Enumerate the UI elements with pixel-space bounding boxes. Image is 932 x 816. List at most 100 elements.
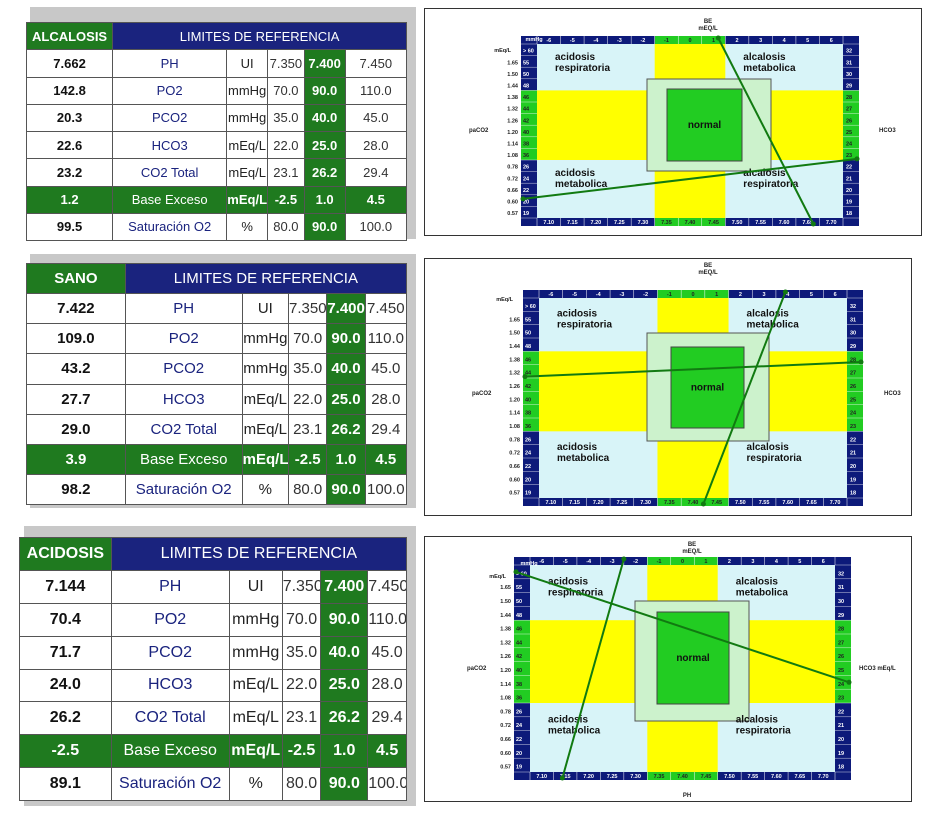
be-tick-label: 5 (798, 559, 801, 565)
paco2-point (520, 196, 526, 202)
zone-label: alcalosis (736, 576, 779, 587)
upper-limit: 4.5 (344, 185, 408, 214)
unit-label: UI (228, 569, 283, 604)
table-row: 99.5 Saturación O2% 80.0 90.0 100.0 (25, 212, 408, 242)
normal-value: 90.0 (303, 76, 346, 105)
normal-zone (656, 611, 730, 705)
paco2-tick-label: 22 (525, 464, 531, 470)
be-tick-label: -1 (664, 38, 669, 44)
upper-limit: 100.0 (364, 473, 408, 506)
lower-limit: 22.0 (267, 130, 305, 160)
paco2-tick-label: 20 (516, 751, 522, 757)
ph-tick-label: 7.25 (607, 774, 618, 780)
normal-value: 90.0 (326, 473, 366, 506)
factor-tick-label: 1.38 (507, 95, 518, 101)
upper-limit: 4.5 (367, 734, 407, 769)
ph-tick-label: 7.25 (614, 220, 625, 226)
hco3-tick-label: 32 (838, 571, 844, 577)
paco2-axis-title: paCO2 (469, 128, 489, 134)
measured-value: 23.2 (25, 158, 114, 187)
factor-tick-label: 0.60 (500, 751, 511, 757)
hco3-tick-label: 31 (846, 60, 852, 66)
ph-tick-label: 7.20 (593, 500, 604, 506)
measured-value: 142.8 (25, 76, 114, 105)
normal-value: 40.0 (303, 103, 346, 133)
measured-value: 1.2 (25, 185, 114, 214)
factor-tick-label: 0.60 (509, 477, 520, 483)
parameter-name: CO2 Total (110, 701, 230, 736)
upper-limit: 100.0 (344, 212, 408, 242)
be-tick-label: 6 (834, 292, 837, 298)
be-tick-label: -6 (546, 38, 551, 44)
lower-limit: 80.0 (281, 767, 322, 801)
ph-tick-label: 7.70 (818, 774, 829, 780)
ph-tick-label: 7.55 (748, 774, 759, 780)
lower-limit: 7.350 (288, 293, 328, 325)
meql-label: mEq/L (489, 574, 506, 580)
factor-tick-label: 1.14 (500, 682, 512, 688)
normal-value: 40.0 (320, 635, 369, 670)
table-row: 1.2 Base Exceso mEq/L -2.5 1.0 4.5 (25, 185, 408, 214)
parameter-name: PH (124, 293, 243, 325)
lower-limit: 22.0 (288, 383, 328, 415)
zone-label: respiratoria (736, 725, 791, 736)
unit-label: mmHg (226, 103, 269, 133)
table-row: 70.4 PO2 mmHg 70.0 90.0 110.0 (19, 602, 407, 637)
measured-value: 43.2 (26, 353, 126, 385)
be-tick-label: 1 (712, 38, 715, 44)
paco2-tick-label: 44 (523, 107, 530, 113)
diagram-svg-sano: -6 -5 -4 -3 -2 -1 0 1 2 3 4 5 67.10 7.15 7.20 7.25 7.30 7… (472, 263, 901, 507)
be-axis-unit: mEQ/L (698, 270, 718, 276)
normal-value: 90.0 (320, 602, 369, 637)
upper-limit: 28.0 (364, 383, 408, 415)
measured-value: 20.3 (25, 103, 114, 133)
be-tick-label: 4 (775, 559, 779, 565)
hco3-point (846, 679, 852, 685)
be-tick-label: 0 (691, 292, 694, 298)
be-tick-label: 2 (736, 38, 739, 44)
table-row: 22.6 HCO3 mEq/L 22.0 25.0 28.0 (25, 130, 408, 160)
hco3-tick-label: 19 (850, 477, 856, 483)
be-tick-label: -4 (586, 559, 592, 565)
zone-label: respiratoria (743, 179, 798, 190)
parameter-name: PO2 (112, 76, 228, 105)
lower-limit: -2.5 (267, 185, 305, 214)
normal-value: 25.0 (303, 130, 346, 160)
parameter-name: PCO2 (112, 103, 228, 133)
paco2-tick-label: 50 (516, 599, 522, 605)
normal-value: 25.0 (326, 383, 366, 415)
table-row: 109.0 PO2 mmHg 70.0 90.0 110.0 (26, 323, 408, 355)
acid-base-diagram-sano: -6 -5 -4 -3 -2 -1 0 1 2 3 4 5 6 7.10 7.15 7.20 7.25 7.30 7… (424, 258, 912, 516)
factor-tick-label: 1.65 (509, 317, 520, 323)
paco2-tick-label: 48 (525, 344, 531, 350)
measured-value: 7.662 (25, 49, 114, 78)
be-tick-label: 0 (688, 38, 691, 44)
hco3-axis-title: HCO3 (879, 128, 896, 134)
paco2-tick-label: 55 (525, 317, 531, 323)
upper-limit: 28.0 (367, 668, 407, 703)
factor-tick-label: 1.14 (509, 411, 521, 417)
paco2-tick-label: 19 (516, 765, 522, 771)
paco2-tick-label: 44 (525, 371, 532, 377)
upper-limit: 110.0 (367, 602, 407, 637)
upper-limit: 45.0 (344, 103, 408, 133)
be-point (715, 35, 721, 41)
zone-label: alcalosis (736, 714, 779, 725)
upper-limit: 45.0 (367, 635, 407, 670)
upper-limit: 100.0 (367, 767, 407, 801)
paco2-hco3-line (515, 570, 850, 684)
lower-limit: 23.1 (281, 701, 322, 736)
lower-limit: 35.0 (267, 103, 305, 133)
factor-tick-label: 0.78 (507, 165, 518, 171)
be-tick-label: 3 (759, 38, 762, 44)
hco3-tick-label: 22 (850, 437, 856, 443)
be-tick-label: 1 (704, 559, 707, 565)
hco3-tick-label: 23 (846, 153, 852, 159)
hco3-tick-label: 27 (838, 640, 844, 646)
table-row: 24.0 HCO3 mEq/L 22.0 25.0 28.0 (19, 668, 407, 703)
factor-tick-label: 1.65 (507, 60, 518, 66)
paco2-tick-label: 50 (523, 72, 529, 78)
hco3-tick-label: 30 (850, 331, 856, 337)
ph-tick-label: 7.15 (560, 774, 571, 780)
table-row: 29.0 CO2 Total mEq/L 23.1 26.2 29.4 (26, 413, 408, 445)
